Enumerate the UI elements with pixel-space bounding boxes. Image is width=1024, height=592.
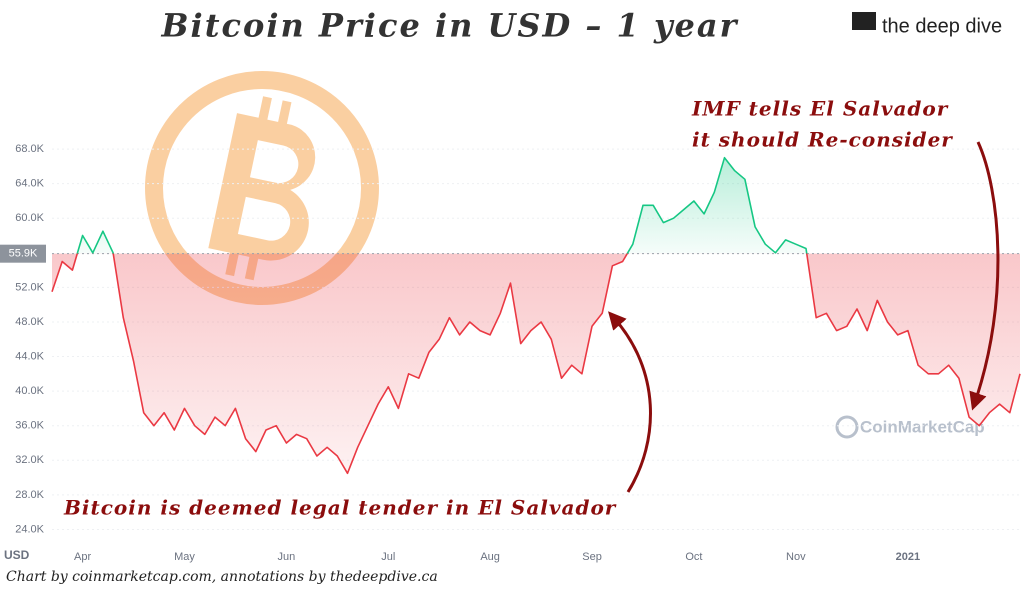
annotation: Bitcoin is deemed legal tender in El Sal… <box>63 496 617 520</box>
y-tick-label: 52.0K <box>15 281 44 293</box>
x-tick-label: Nov <box>786 551 806 563</box>
y-tick-label: 44.0K <box>15 350 44 362</box>
reference-label: 55.9K <box>9 248 38 260</box>
annotation: IMF tells El Salvador <box>691 97 949 121</box>
x-tick-label: Aug <box>480 551 500 563</box>
annotation-arrow <box>969 141 1000 411</box>
watermark-icon <box>835 415 859 439</box>
currency-label: USD <box>4 548 30 562</box>
annotation: it should Re-consider <box>692 128 953 152</box>
y-tick-label: 28.0K <box>15 489 44 501</box>
chart-title: Bitcoin Price in USD – 1 year <box>161 7 739 45</box>
x-tick-label: Jun <box>277 551 295 563</box>
y-tick-label: 36.0K <box>15 420 44 432</box>
x-tick-label: May <box>174 551 195 563</box>
x-tick-label: 2021 <box>896 551 920 563</box>
annotation-arrow <box>608 311 652 493</box>
x-tick-label: Sep <box>582 551 602 563</box>
x-tick-label: Jul <box>381 551 395 563</box>
brand-icon <box>852 12 876 30</box>
footer: Chart by coinmarketcap.com, annotations … <box>6 569 438 585</box>
y-tick-label: 48.0K <box>15 316 44 328</box>
y-tick-label: 40.0K <box>15 385 44 397</box>
y-tick-label: 60.0K <box>15 212 44 224</box>
watermark: CoinMarketCap <box>860 417 985 436</box>
reference-label-box <box>0 244 46 263</box>
y-tick-label: 68.0K <box>15 143 44 155</box>
x-tick-label: Oct <box>685 551 702 563</box>
y-tick-label: 24.0K <box>15 523 44 535</box>
y-tick-label: 32.0K <box>15 454 44 466</box>
price-line <box>51 156 1021 475</box>
area <box>52 157 1020 474</box>
x-tick-label: Apr <box>74 551 91 563</box>
y-tick-label: 64.0K <box>15 178 44 190</box>
brand: the deep dive <box>882 15 1002 37</box>
